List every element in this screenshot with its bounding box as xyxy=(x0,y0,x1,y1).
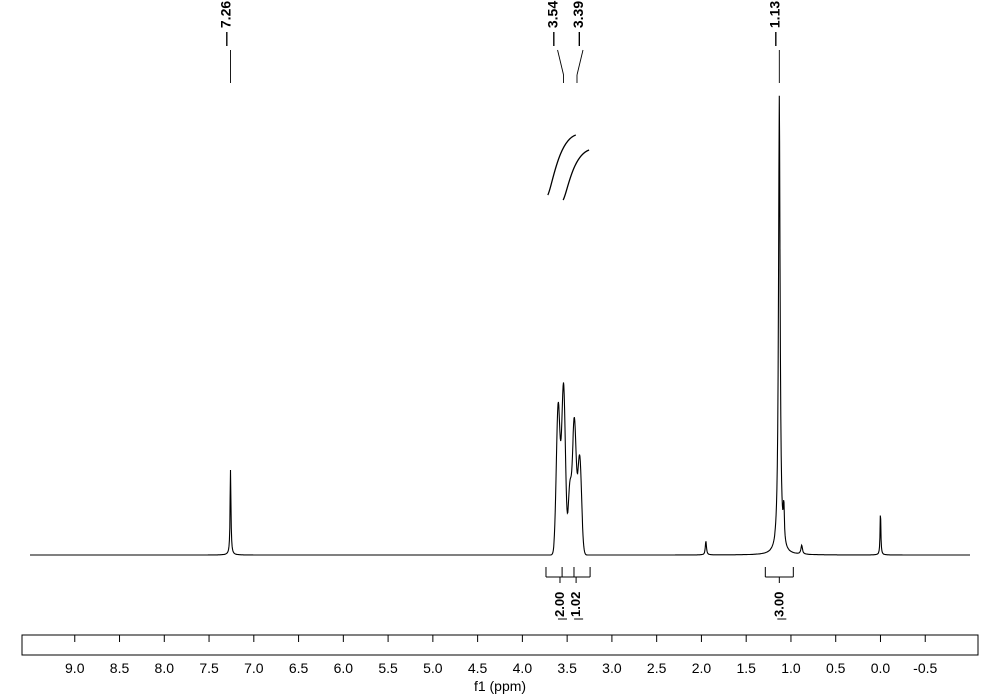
peak-label: — 3.54 xyxy=(545,1,561,46)
x-axis-label: f1 (ppm) xyxy=(474,678,526,694)
nmr-svg: — 7.26 — 3.54 — 3.39 — 1.13 2.001.02 3.00 9.0 8… xyxy=(0,0,1000,698)
xtick-label: 4.5 xyxy=(468,660,488,676)
integral-label: 2.00 xyxy=(552,592,567,617)
integral-label: 1.02 xyxy=(568,592,583,617)
xtick-label: 5.0 xyxy=(423,660,443,676)
xtick-label: 8.5 xyxy=(110,660,130,676)
xtick-label: 8.0 xyxy=(155,660,175,676)
xtick-label: 1.5 xyxy=(736,660,756,676)
xtick-label: 6.0 xyxy=(334,660,354,676)
xtick-label: 7.5 xyxy=(199,660,219,676)
xtick-label: 3.0 xyxy=(602,660,622,676)
peak-label: — 3.39 xyxy=(570,1,586,46)
xtick-label: 4.0 xyxy=(513,660,533,676)
xtick-label: 6.5 xyxy=(289,660,309,676)
peak-label: — 7.26 xyxy=(218,1,234,46)
xtick-label: 0.0 xyxy=(871,660,891,676)
xtick-label: 2.5 xyxy=(647,660,667,676)
xtick-label: 5.5 xyxy=(378,660,398,676)
xtick-label: 7.0 xyxy=(244,660,264,676)
xtick-label: -0.5 xyxy=(913,660,937,676)
axis-box xyxy=(22,635,978,655)
xtick-label: 1.0 xyxy=(781,660,801,676)
integral-label: 3.00 xyxy=(771,592,786,617)
xtick-label: 2.0 xyxy=(692,660,712,676)
xtick-label: 0.5 xyxy=(826,660,846,676)
spectrum-trace xyxy=(30,96,970,555)
xtick-label: 3.5 xyxy=(557,660,577,676)
xtick-label: 9.0 xyxy=(65,660,85,676)
nmr-figure: — 7.26 — 3.54 — 3.39 — 1.13 2.001.02 3.00 9.0 8… xyxy=(0,0,1000,698)
peak-label: — 1.13 xyxy=(766,1,782,46)
